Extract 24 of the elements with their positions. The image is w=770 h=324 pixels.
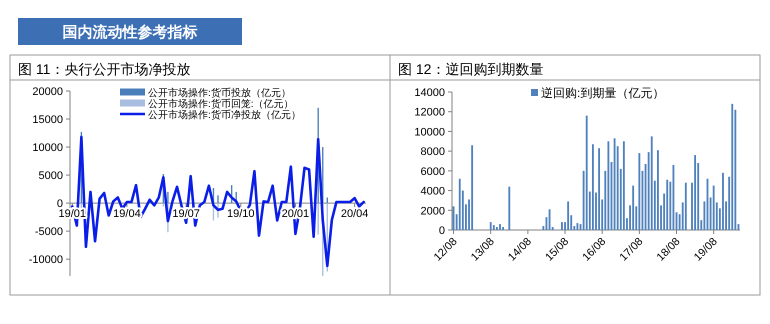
chart-subtitle: 图 11：央行公开市场净投放 (18, 61, 190, 77)
legend-label: 公开市场操作:货币投放（亿元） (148, 87, 291, 99)
chart-title: 国内流动性参考指标 (62, 23, 198, 41)
y-tick-label: 15000 (32, 114, 63, 126)
legend-label: 公开市场操作:货币回笼:（亿元） (148, 98, 294, 110)
y-tick-label: 2000 (420, 205, 445, 218)
legend: 逆回购:到期量（亿元） (531, 86, 664, 100)
chart-title: 图 12：逆回购到期数量 (398, 61, 544, 77)
y-tick-label: 20000 (32, 86, 63, 98)
y-tick-label: 0 (56, 198, 63, 210)
legend-label: 公开市场操作:货币净投放（亿元） (148, 109, 301, 121)
y-tick-label: 4000 (420, 186, 445, 198)
y-tick-label: 6000 (420, 166, 445, 178)
y-tick-label: 5000 (38, 170, 63, 182)
y-tick-label: 10000 (414, 126, 445, 138)
y-tick-label: -10000 (28, 254, 63, 266)
y-tick-label: -5000 (34, 226, 63, 238)
y-tick-label: 10000 (32, 142, 63, 154)
x-tick-label: 19/10 (227, 208, 255, 220)
y-tick-label: 12000 (414, 106, 445, 119)
y-tick-label: 0 (438, 225, 445, 237)
x-tick-label: 20/04 (340, 208, 368, 220)
y-tick-label: 14000 (414, 87, 445, 99)
y-tick-label: 8000 (420, 146, 445, 158)
